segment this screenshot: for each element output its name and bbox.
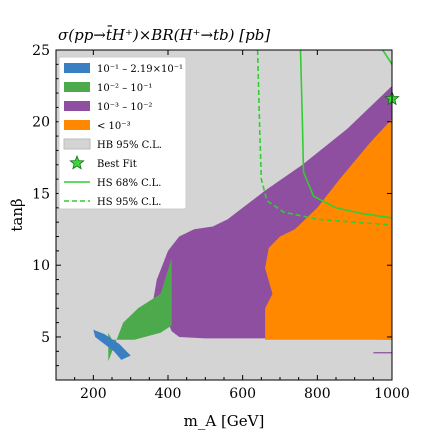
legend-label: < 10⁻³ <box>97 121 131 132</box>
x-tick-label: 400 <box>155 386 182 402</box>
region-3 <box>265 118 392 340</box>
legend-box <box>58 56 187 210</box>
chart-title: σ(pp→t̄H⁺)×BR(H⁺→tb) [pb] <box>58 26 270 44</box>
y-axis-label: tanβ <box>8 198 26 231</box>
hs68-contour-1 <box>382 50 392 65</box>
legend-swatch <box>64 63 90 73</box>
legend-swatch <box>63 138 91 150</box>
legend-label: 10⁻³ – 10⁻² <box>97 102 152 113</box>
region-2 <box>93 329 131 360</box>
x-axis-label: m_A [GeV] <box>184 412 265 430</box>
legend-swatch <box>64 82 90 92</box>
hs68-contour-0 <box>299 50 392 219</box>
legend-label: HS 68% C.L. <box>97 178 161 189</box>
legend-label: HB 95% C.L. <box>97 140 162 151</box>
legend-swatch <box>64 101 90 111</box>
y-tick-label: 10 <box>32 258 50 274</box>
legend-label: HS 95% C.L. <box>97 197 161 208</box>
x-tick-label: 200 <box>80 386 107 402</box>
y-tick-label: 5 <box>41 330 50 346</box>
y-tick-label: 20 <box>32 115 50 131</box>
legend: 10⁻¹ – 2.19×10⁻¹ 10⁻² – 10⁻¹ 10⁻³ – 10⁻² < … <box>58 56 187 210</box>
y-tick-label: 15 <box>32 186 50 202</box>
plot-area <box>56 50 400 380</box>
x-tick-label: 800 <box>304 386 331 402</box>
x-tick-label: 600 <box>229 386 256 402</box>
legend-label: Best Fit <box>97 159 137 170</box>
legend-label: 10⁻¹ – 2.19×10⁻¹ <box>97 64 183 75</box>
y-tick-label: 25 <box>32 43 50 59</box>
axes: 200 400 600 800 1000 5 10 15 20 25 <box>32 43 410 402</box>
legend-star <box>69 154 85 170</box>
hs95-contour-0 <box>256 50 392 226</box>
region-1 <box>108 258 172 362</box>
x-tick-label: 1000 <box>374 386 410 402</box>
legend-label: 10⁻² – 10⁻¹ <box>97 83 152 94</box>
legend-swatch <box>64 120 90 130</box>
